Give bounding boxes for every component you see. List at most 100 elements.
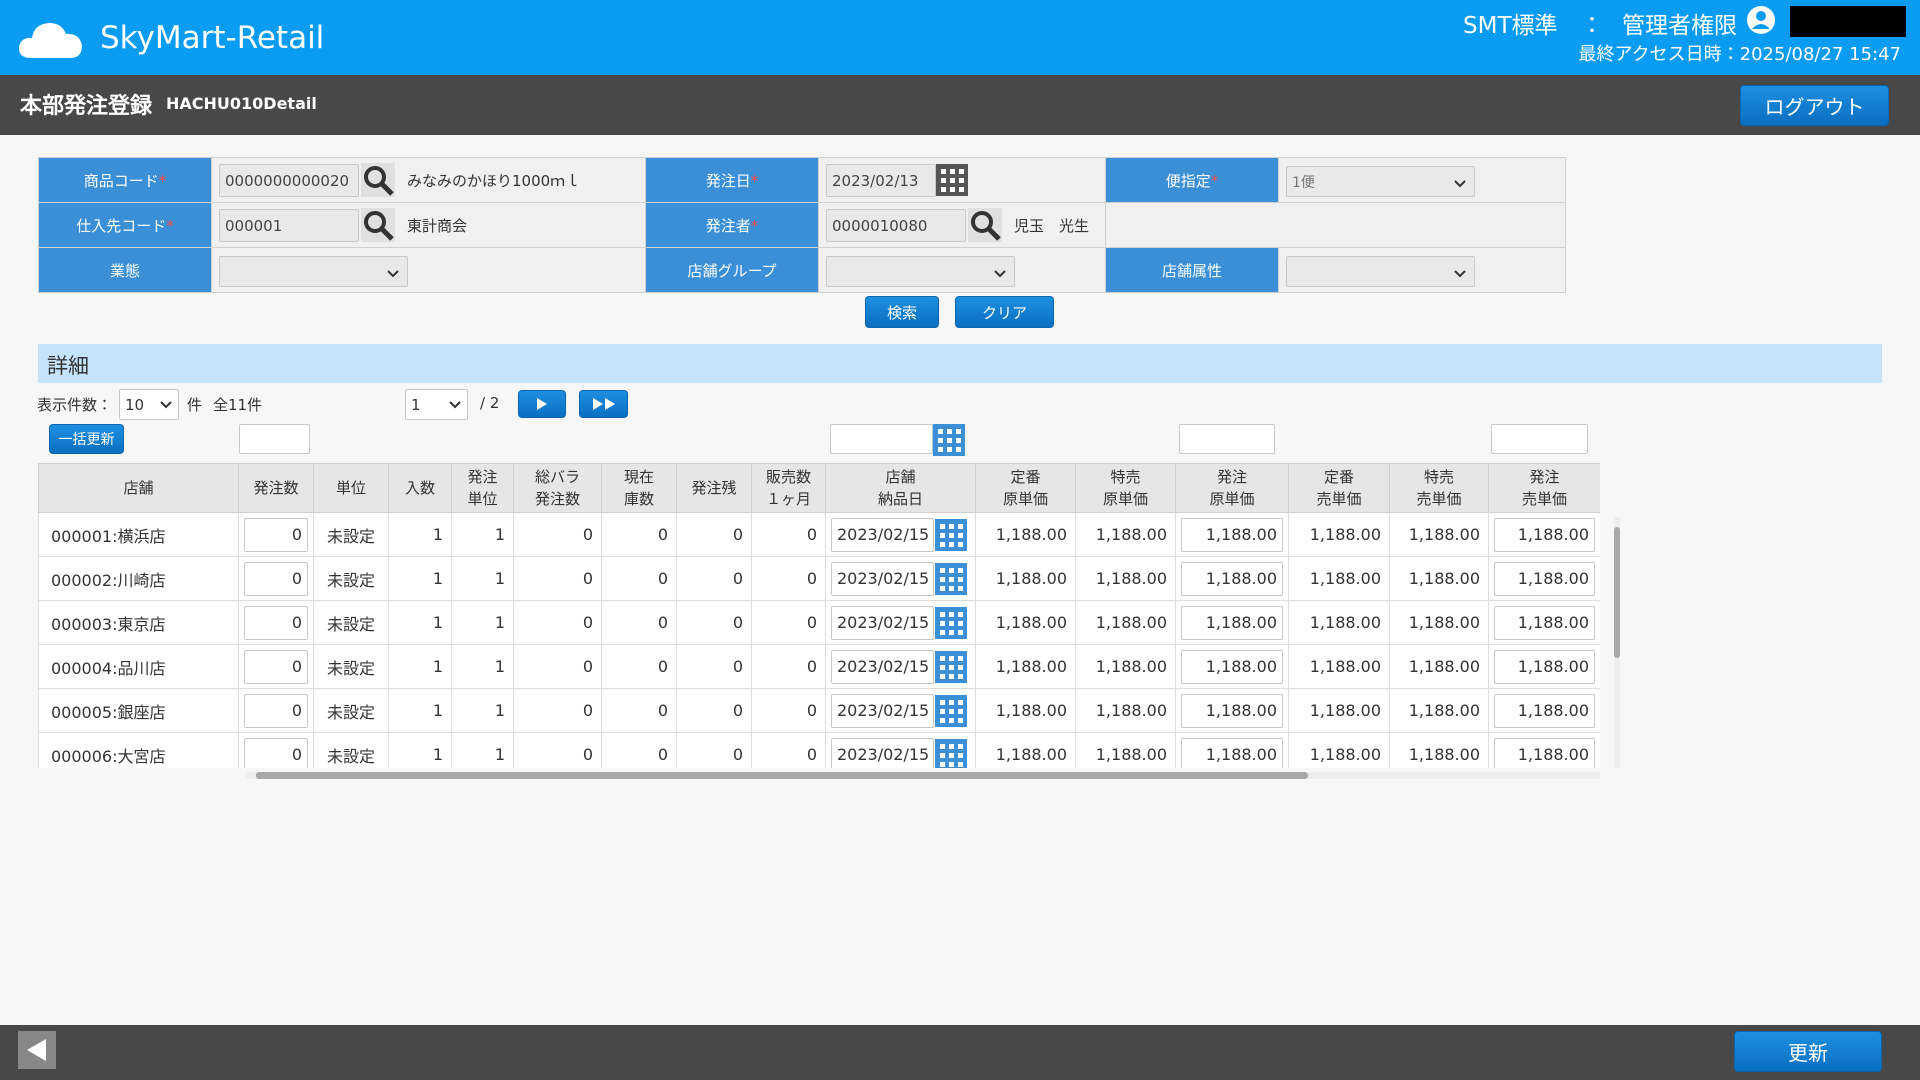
- table-cell: 1: [388, 600, 452, 645]
- cell-input-value: 1,188.00: [1517, 745, 1589, 764]
- v-scrollbar[interactable]: [1614, 517, 1620, 768]
- date-input[interactable]: 2023/02/15: [831, 517, 934, 552]
- next-page-button[interactable]: [518, 390, 566, 418]
- calendar-dot: [947, 438, 952, 443]
- field-label-cell: 発注者*: [645, 202, 819, 248]
- handle: [380, 182, 394, 196]
- select-input[interactable]: [219, 256, 408, 287]
- cell-input[interactable]: 1,188.00: [1494, 517, 1595, 552]
- code-input[interactable]: 000001: [219, 209, 359, 242]
- calendar-dot: [949, 673, 954, 679]
- calendar-dot: [938, 429, 943, 434]
- cell-input[interactable]: 0: [244, 737, 308, 768]
- h-scrollbar[interactable]: [245, 772, 1600, 779]
- date-input[interactable]: 2023/02/15: [831, 561, 934, 596]
- calendar-icon[interactable]: [935, 562, 967, 595]
- cell-input[interactable]: 1,188.00: [1181, 605, 1283, 640]
- code-input[interactable]: 0000010080: [826, 209, 966, 242]
- search-icon[interactable]: [361, 163, 395, 197]
- cell-text: 未設定: [326, 746, 375, 766]
- select-input[interactable]: 1便: [1286, 166, 1475, 197]
- column-header: 発注 売単価: [1488, 463, 1600, 513]
- cell-input[interactable]: 1,188.00: [1494, 649, 1595, 684]
- cell-input[interactable]: 1,188.00: [1494, 561, 1595, 596]
- cell-input[interactable]: 0: [244, 693, 308, 728]
- calendar-icon[interactable]: [933, 424, 965, 456]
- cell-input[interactable]: 0: [244, 561, 308, 596]
- field-label-cell: 店舗属性: [1105, 247, 1279, 293]
- search-icon[interactable]: [968, 208, 1002, 242]
- cell-input[interactable]: 1,188.00: [1181, 649, 1283, 684]
- column-header: 現在 庫数: [601, 463, 677, 513]
- code-value: 000001: [225, 216, 283, 235]
- search-button[interactable]: 検索: [865, 296, 939, 328]
- field-label: 発注者: [705, 216, 751, 235]
- v-scroll-thumb[interactable]: [1614, 527, 1620, 658]
- cell-text: 1,188.00: [1408, 745, 1480, 764]
- cell-input[interactable]: 0: [244, 517, 308, 552]
- column-header: 発注数: [238, 463, 314, 513]
- calendar-icon[interactable]: [935, 738, 967, 769]
- clear-button[interactable]: クリア: [955, 296, 1054, 328]
- count-select[interactable]: 10: [119, 389, 179, 420]
- select-input[interactable]: [826, 256, 1015, 287]
- logout-button[interactable]: ログアウト: [1740, 85, 1889, 126]
- field-value-cell: 1便: [1278, 157, 1566, 203]
- cell-input[interactable]: 1,188.00: [1494, 605, 1595, 640]
- cell-input[interactable]: 1,188.00: [1494, 737, 1595, 768]
- date-value: 2023/02/15: [837, 525, 930, 544]
- h-scroll-thumb[interactable]: [256, 772, 1308, 779]
- form-row: 商品コード* 0000000000020 みなみのかほり1000ｍｌ 発注日* 2023…: [38, 157, 1566, 203]
- calendar-icon[interactable]: [936, 164, 968, 196]
- cell-input[interactable]: 0: [244, 605, 308, 640]
- cell-input[interactable]: 1,188.00: [1181, 517, 1283, 552]
- column-header: 発注 単位: [451, 463, 514, 513]
- cell-input[interactable]: 0: [244, 649, 308, 684]
- calendar-icon[interactable]: [935, 694, 967, 727]
- date-input[interactable]: 2023/02/13: [826, 164, 936, 197]
- table-row: 000002:川崎店 0 未設定 1 1 0 0 0 0 2023/02/15 1,188.00 1,…: [38, 556, 1600, 601]
- cell-text: 0: [582, 569, 593, 588]
- cell-text: 1: [432, 525, 443, 544]
- calendar-icon[interactable]: [935, 650, 967, 683]
- calendar-icon[interactable]: [935, 606, 967, 639]
- detail-table-viewport: 店舗 発注数 単位 入数 発注 単位 総バラ 発注数 現在 庫数 発注残 販売数 １ヶ月 店舗 納…: [38, 463, 1600, 768]
- cell-input[interactable]: 1,188.00: [1181, 737, 1283, 768]
- cell-input[interactable]: 1,188.00: [1181, 561, 1283, 596]
- table-cell: 2023/02/15: [825, 688, 976, 733]
- table-cell: 0: [513, 732, 602, 768]
- select-input[interactable]: [1286, 256, 1475, 287]
- table-cell: 0: [601, 556, 677, 601]
- calendar-dot: [949, 629, 954, 635]
- update-button[interactable]: 更新: [1734, 1031, 1882, 1072]
- table-cell: 1,188.00: [1288, 732, 1390, 768]
- cell-text: 1,188.00: [1408, 701, 1480, 720]
- back-button[interactable]: [18, 1031, 56, 1069]
- last-page-button[interactable]: [579, 390, 628, 418]
- form-row: 業態 店舗グループ 店舗属性: [38, 247, 1566, 293]
- calendar-dot: [940, 541, 945, 547]
- bulk-update-button[interactable]: 一括更新: [49, 424, 124, 454]
- bulk-price-input[interactable]: [1491, 424, 1588, 454]
- cell-text: 未設定: [326, 570, 375, 590]
- date-input[interactable]: 2023/02/15: [831, 693, 934, 728]
- search-icon[interactable]: [361, 208, 395, 242]
- table-cell: 1,188.00: [1288, 600, 1390, 645]
- page-select[interactable]: 1: [405, 389, 468, 420]
- cell-input[interactable]: 1,188.00: [1181, 693, 1283, 728]
- cell-text: 000004:品川店: [51, 659, 166, 678]
- cell-text: 0: [806, 569, 817, 588]
- bulk-cost-input[interactable]: [1179, 424, 1275, 454]
- bulk-date-input[interactable]: [830, 424, 933, 454]
- cell-text: 1,188.00: [1309, 657, 1381, 676]
- cell-text: 1,188.00: [995, 745, 1067, 764]
- date-input[interactable]: 2023/02/15: [831, 737, 934, 768]
- date-input[interactable]: 2023/02/15: [831, 649, 934, 684]
- calendar-icon[interactable]: [935, 518, 967, 551]
- cell-input[interactable]: 1,188.00: [1494, 693, 1595, 728]
- bulk-qty-input[interactable]: [239, 424, 310, 454]
- table-cell: 1: [451, 556, 514, 601]
- date-input[interactable]: 2023/02/15: [831, 605, 934, 640]
- code-input[interactable]: 0000000000020: [219, 164, 359, 197]
- table-cell: 0: [513, 556, 602, 601]
